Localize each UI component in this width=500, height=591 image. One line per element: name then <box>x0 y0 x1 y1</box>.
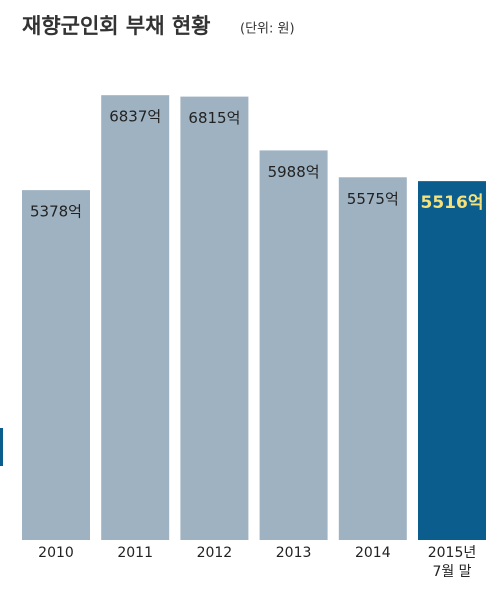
bar <box>259 150 328 540</box>
value-label: 5988억 <box>268 163 320 181</box>
bar <box>180 96 249 541</box>
x-tick-label: 2011 <box>117 545 153 561</box>
bar <box>22 190 90 540</box>
chart-title: 재향군인회 부채 현황 <box>22 14 211 38</box>
x-tick-label: 2012 <box>196 545 233 561</box>
value-label: 5516억 <box>421 193 484 213</box>
value-label: 5575억 <box>347 190 399 208</box>
value-label: 5378억 <box>30 203 82 221</box>
side-accent <box>0 428 3 466</box>
x-tick-label: 2015년 7월 말 <box>427 545 477 580</box>
bar <box>338 177 407 540</box>
bar <box>101 95 170 540</box>
chart-subtitle: (단위: 원) <box>240 22 295 37</box>
x-tick-label: 2010 <box>38 545 74 561</box>
x-tick-label: 2013 <box>275 545 312 561</box>
value-label: 6815억 <box>188 109 240 127</box>
x-tick-label: 2014 <box>354 545 391 561</box>
value-label: 6837억 <box>109 108 161 126</box>
bar <box>418 181 486 540</box>
